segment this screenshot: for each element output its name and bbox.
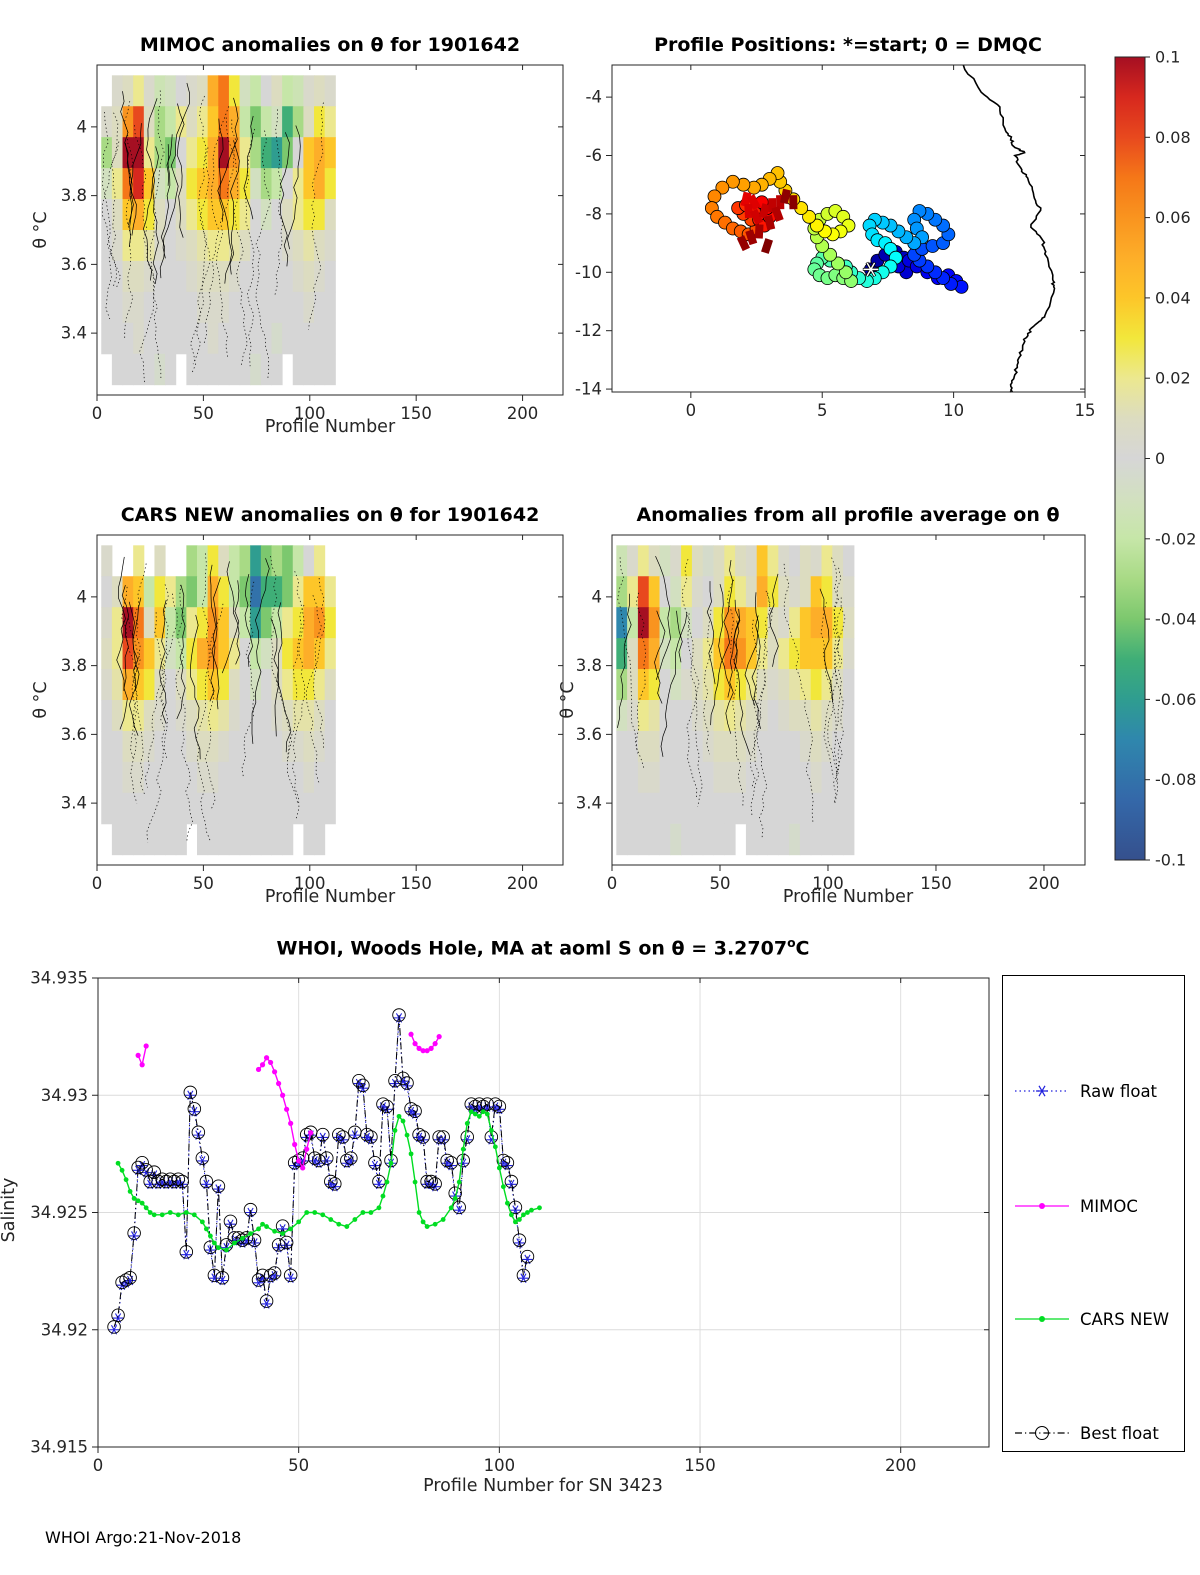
svg-text:3.8: 3.8 [61, 186, 87, 205]
svg-text:3.4: 3.4 [576, 794, 602, 813]
legend-item-mimoc: MIMOC [1013, 1191, 1138, 1221]
heatmap-allprofile-panel: 0 50 100 150 200 3.4 3.6 3.8 4 [576, 534, 1086, 893]
legend-sample-best-float-line-icon [1015, 1426, 1069, 1440]
svg-text:34.92: 34.92 [41, 1320, 88, 1339]
svg-text:34.925: 34.925 [30, 1203, 88, 1222]
svg-text:-12: -12 [575, 321, 602, 340]
svg-text:-14: -14 [575, 380, 602, 399]
svg-text:50: 50 [193, 874, 214, 893]
xlabel-cars: Profile Number [264, 887, 396, 907]
legend-sample-cars-new-line-icon [1015, 1316, 1069, 1322]
svg-text:34.915: 34.915 [30, 1438, 88, 1457]
svg-text:200: 200 [507, 404, 539, 423]
panel-title-timeseries: WHOI, Woods Hole, MA at aoml S on θ = 3.… [193, 936, 893, 959]
svg-text:100: 100 [812, 874, 844, 893]
svg-text:0: 0 [686, 401, 697, 420]
svg-text:3.6: 3.6 [61, 725, 87, 744]
svg-text:0.02: 0.02 [1155, 369, 1191, 388]
svg-text:100: 100 [294, 874, 326, 893]
svg-text:3.4: 3.4 [61, 324, 87, 343]
svg-text:50: 50 [288, 1456, 309, 1475]
legend-label-mimoc: MIMOC [1080, 1196, 1138, 1216]
svg-text:150: 150 [400, 404, 432, 423]
legend-item-raw-float: Raw float [1013, 1076, 1157, 1106]
profile-positions-map: 0 5 10 15 -14 -12 -10 -8 -6 -4 [575, 64, 1096, 420]
panel-title-allprofile: Anomalies from all profile average on θ [636, 504, 1060, 526]
svg-text:0: 0 [1155, 449, 1165, 468]
legend-label-raw-float: Raw float [1080, 1081, 1158, 1101]
panel-title-mimoc: MIMOC anomalies on θ for 1901642 [139, 34, 521, 56]
timeseries-title-end: C [795, 937, 810, 960]
svg-text:5: 5 [817, 401, 828, 420]
xlabel-timeseries: Profile Number for SN 3423 [423, 1476, 663, 1496]
timeseries-title-main: WHOI, Woods Hole, MA at aoml S on θ = 3.… [276, 937, 788, 960]
svg-text:-0.08: -0.08 [1155, 770, 1196, 789]
svg-text:-0.1: -0.1 [1155, 851, 1186, 870]
svg-text:100: 100 [484, 1456, 516, 1475]
svg-text:200: 200 [885, 1456, 917, 1475]
timeseries-legend: Raw float MIMOC CARS NEW Best float [1002, 975, 1185, 1452]
salinity-timeseries-panel: 0 50 100 150 200 34.915 34.92 34.925 34.93 34.935 [30, 969, 990, 1475]
svg-text:-4: -4 [586, 88, 602, 107]
legend-item-best-float: Best float [1013, 1418, 1159, 1448]
svg-text:150: 150 [684, 1456, 716, 1475]
svg-text:-0.06: -0.06 [1155, 690, 1196, 709]
timeseries-title-sup: o [787, 936, 796, 950]
legend-label-best-float: Best float [1080, 1423, 1159, 1443]
svg-text:-6: -6 [586, 146, 602, 165]
svg-text:100: 100 [294, 404, 326, 423]
svg-text:3.8: 3.8 [61, 656, 87, 675]
svg-text:0: 0 [607, 874, 618, 893]
svg-text:15: 15 [1075, 401, 1096, 420]
legend-item-cars-new: CARS NEW [1013, 1304, 1169, 1334]
xlabel-mimoc: Profile Number [264, 417, 396, 437]
svg-text:150: 150 [920, 874, 952, 893]
svg-text:4: 4 [77, 587, 88, 606]
svg-text:0: 0 [92, 874, 103, 893]
svg-text:0.1: 0.1 [1155, 48, 1180, 67]
svg-text:0: 0 [93, 1456, 104, 1475]
svg-text:3.4: 3.4 [61, 794, 87, 813]
legend-sample-raw-float-line-icon [1015, 1085, 1069, 1097]
svg-text:0.06: 0.06 [1155, 208, 1191, 227]
svg-text:34.93: 34.93 [41, 1086, 88, 1105]
ylabel-allprofile: θ °C [558, 681, 578, 719]
ylabel-cars: θ °C [31, 681, 51, 719]
heatmap-mimoc-panel: 0 50 100 150 200 3.4 3.6 3.8 4 [61, 64, 564, 423]
svg-text:34.935: 34.935 [30, 969, 88, 988]
svg-text:-0.02: -0.02 [1155, 529, 1196, 548]
svg-text:-10: -10 [575, 263, 602, 282]
svg-text:-0.04: -0.04 [1155, 610, 1196, 629]
ylabel-mimoc: θ °C [31, 211, 51, 249]
svg-text:3.6: 3.6 [61, 255, 87, 274]
svg-text:200: 200 [507, 874, 539, 893]
svg-text:0.08: 0.08 [1155, 128, 1191, 147]
svg-text:50: 50 [193, 404, 214, 423]
colorbar: 0.1 0.08 0.06 0.04 0.02 0 -0.02 -0.04 -0.06 -0.08… [1114, 48, 1196, 870]
svg-text:150: 150 [400, 874, 432, 893]
legend-label-cars-new: CARS NEW [1080, 1309, 1170, 1329]
svg-text:-8: -8 [586, 204, 602, 223]
legend-sample-mimoc-line-icon [1015, 1203, 1069, 1209]
svg-text:4: 4 [77, 117, 88, 136]
heatmap-cars-panel: 0 50 100 150 200 3.4 3.6 3.8 4 [61, 534, 564, 893]
svg-text:3.6: 3.6 [576, 725, 602, 744]
footer-timestamp: WHOI Argo:21-Nov-2018 [45, 1528, 242, 1547]
svg-text:200: 200 [1028, 874, 1060, 893]
svg-text:50: 50 [709, 874, 730, 893]
svg-text:10: 10 [943, 401, 964, 420]
svg-text:3.8: 3.8 [576, 656, 602, 675]
ylabel-salinity: Salinity [0, 1177, 19, 1243]
xlabel-allprofile: Profile Number [782, 887, 914, 907]
panel-title-positions: Profile Positions: *=start; 0 = DMQC [654, 34, 1042, 56]
svg-text:4: 4 [592, 587, 603, 606]
svg-text:0: 0 [92, 404, 103, 423]
panel-title-cars: CARS NEW anomalies on θ for 1901642 [120, 504, 540, 526]
svg-text:0.04: 0.04 [1155, 288, 1191, 307]
